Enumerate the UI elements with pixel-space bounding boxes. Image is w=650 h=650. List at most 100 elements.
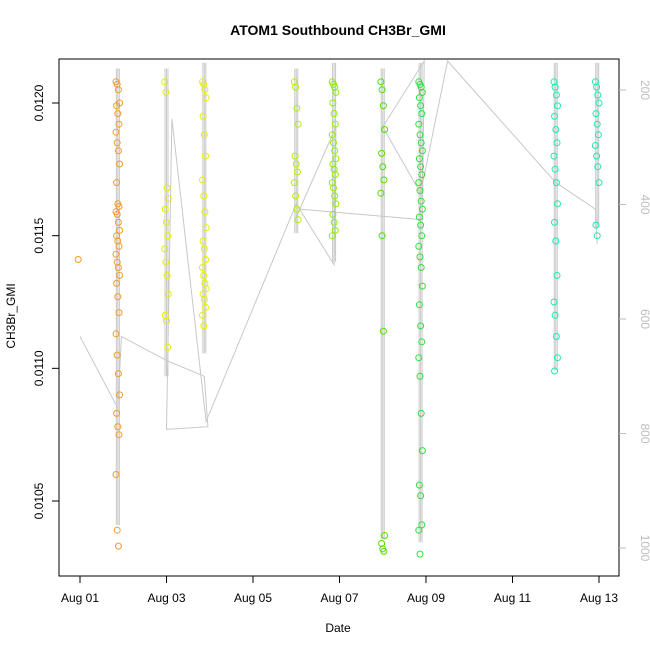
data-point bbox=[417, 409, 425, 417]
data-point bbox=[332, 88, 340, 96]
data-point bbox=[114, 147, 122, 155]
data-point bbox=[593, 120, 601, 128]
data-point bbox=[113, 179, 121, 187]
data-point bbox=[415, 242, 423, 250]
data-point bbox=[592, 221, 600, 229]
data-point bbox=[199, 237, 207, 245]
data-point bbox=[114, 542, 122, 550]
y2-tick-label: 400 bbox=[638, 194, 650, 214]
data-point bbox=[112, 330, 120, 338]
data-point bbox=[329, 99, 337, 107]
data-point bbox=[113, 351, 121, 359]
data-point bbox=[418, 88, 426, 96]
data-point bbox=[551, 311, 559, 319]
data-point bbox=[417, 197, 425, 205]
data-point bbox=[418, 147, 426, 155]
data-point bbox=[291, 152, 299, 160]
data-point bbox=[415, 155, 423, 163]
data-point bbox=[378, 540, 386, 547]
data-point bbox=[330, 165, 338, 173]
data-point bbox=[199, 176, 206, 184]
data-point bbox=[377, 78, 385, 86]
data-point bbox=[595, 179, 603, 187]
data-point bbox=[593, 83, 601, 91]
data-point bbox=[202, 152, 209, 160]
y2-tick-label: 1000 bbox=[638, 535, 650, 562]
data-point bbox=[161, 311, 169, 319]
data-point bbox=[593, 152, 601, 160]
data-point bbox=[161, 78, 169, 86]
data-point bbox=[551, 83, 559, 91]
data-point bbox=[415, 481, 423, 489]
data-point bbox=[202, 94, 210, 102]
data-point bbox=[379, 327, 387, 335]
data-point bbox=[418, 282, 426, 290]
data-point bbox=[418, 521, 426, 529]
data-point bbox=[551, 112, 558, 120]
data-point bbox=[553, 272, 561, 279]
data-point bbox=[552, 179, 560, 187]
x-tick-label: Aug 07 bbox=[320, 591, 358, 605]
data-point bbox=[114, 293, 122, 301]
data-point bbox=[200, 272, 208, 279]
data-point bbox=[164, 343, 172, 351]
data-point bbox=[416, 187, 424, 195]
x-tick-label: Aug 01 bbox=[61, 591, 99, 605]
y-tick-label: 0.0120 bbox=[32, 84, 46, 121]
data-point bbox=[116, 226, 124, 234]
data-point bbox=[418, 232, 426, 240]
data-point bbox=[415, 213, 423, 221]
plot-frame bbox=[58, 58, 620, 577]
y-axis-label: CH3Br_GMI bbox=[4, 283, 18, 348]
data-point bbox=[200, 192, 208, 200]
data-point bbox=[378, 86, 386, 94]
data-point bbox=[553, 139, 561, 147]
y2-tick-label: 800 bbox=[638, 423, 650, 443]
data-point bbox=[594, 91, 602, 99]
data-point bbox=[417, 221, 425, 229]
data-point bbox=[115, 431, 123, 439]
data-point bbox=[163, 184, 171, 192]
data-point bbox=[416, 550, 424, 558]
data-point bbox=[330, 184, 337, 192]
data-point bbox=[550, 298, 558, 306]
data-point bbox=[550, 152, 558, 160]
data-point bbox=[416, 253, 424, 261]
data-point bbox=[116, 160, 124, 168]
data-point bbox=[592, 110, 600, 118]
data-point bbox=[416, 131, 424, 139]
data-point bbox=[552, 126, 560, 133]
x-tick-label: Aug 09 bbox=[407, 591, 445, 605]
data-point bbox=[417, 163, 425, 171]
data-point bbox=[292, 192, 300, 200]
data-point bbox=[554, 200, 561, 208]
data-point bbox=[293, 104, 301, 112]
data-point bbox=[330, 110, 338, 118]
data-point bbox=[418, 171, 426, 179]
data-point bbox=[116, 391, 124, 399]
data-point bbox=[199, 264, 206, 271]
x-tick-label: Aug 13 bbox=[580, 591, 618, 605]
data-point bbox=[161, 245, 169, 253]
data-point bbox=[200, 245, 208, 253]
data-point bbox=[292, 160, 300, 168]
data-point bbox=[329, 210, 337, 218]
data-point bbox=[113, 526, 121, 534]
x-tick-label: Aug 05 bbox=[234, 591, 272, 605]
data-point bbox=[112, 471, 120, 478]
data-point bbox=[163, 218, 170, 226]
data-point bbox=[200, 295, 208, 303]
data-point bbox=[114, 218, 122, 226]
data-point bbox=[418, 447, 426, 455]
flight-track bbox=[79, 59, 598, 430]
x-tick-label: Aug 03 bbox=[147, 591, 185, 605]
y-tick-label: 0.0105 bbox=[32, 482, 46, 519]
data-point bbox=[379, 102, 387, 110]
data-point bbox=[551, 367, 558, 375]
data-point bbox=[416, 372, 424, 380]
data-point bbox=[378, 232, 386, 240]
y-tick-label: 0.0110 bbox=[32, 350, 46, 386]
data-point bbox=[554, 102, 561, 110]
data-point bbox=[417, 492, 425, 500]
data-point bbox=[379, 163, 387, 171]
